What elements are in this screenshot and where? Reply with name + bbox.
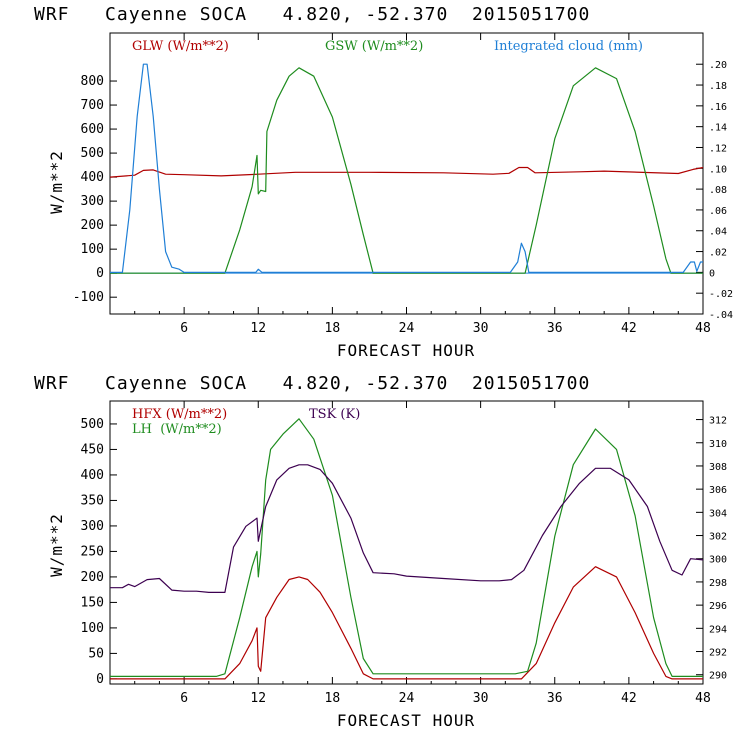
y2-tick-label: 290 (709, 671, 727, 682)
y-tick-label: 0 (96, 266, 104, 281)
y2-tick-label: .10 (709, 164, 727, 175)
y2-tick-label: 294 (709, 624, 727, 635)
bottom-chart-title: WRF Cayenne SOCA 4.820, -52.370 20150517… (34, 373, 590, 394)
y-tick-label: 300 (81, 519, 104, 534)
top-axes-ticks: 6 12 18 24 30 36 42 48 -100 0 100 200 300 400 500 600 70… (73, 33, 733, 336)
x-tick-label: 24 (399, 691, 415, 706)
y2-tick-label: 292 (709, 648, 727, 659)
y2-tick-label: 312 (709, 416, 727, 427)
bottom-plot-frame (109, 400, 704, 685)
y-tick-label: 600 (81, 122, 104, 137)
x-tick-label: 6 (180, 321, 188, 336)
y2-tick-label: .06 (709, 206, 727, 217)
y-tick-label: 100 (81, 621, 104, 636)
series-line-integrated (110, 63, 703, 273)
y-tick-label: 250 (81, 544, 104, 559)
y2-tick-label: .02 (709, 248, 727, 259)
y2-tick-label: 310 (709, 439, 727, 450)
bottom-legend-tsk: TSK (K) (309, 407, 360, 422)
y-tick-label: 400 (81, 170, 104, 185)
y2-tick-label: 302 (709, 532, 727, 543)
y-tick-label: 0 (96, 672, 104, 687)
y-tick-label: 200 (81, 218, 104, 233)
top-legend-cloud: Integrated cloud (mm) (494, 39, 643, 54)
series-line-tsk (110, 464, 704, 594)
y-tick-label: 350 (81, 493, 104, 508)
series-line-glw (109, 166, 704, 178)
y2-tick-label: 306 (709, 485, 727, 496)
y-tick-label: 50 (88, 646, 104, 661)
top-legend-gsw: GSW (W/m**2) (325, 39, 423, 54)
y2-tick-label: -.02 (709, 289, 733, 300)
top-y-axis-label: W/m**2 (47, 150, 66, 214)
y2-tick-label: .18 (709, 81, 727, 92)
bottom-panel: WRF Cayenne SOCA 4.820, -52.370 20150517… (34, 373, 727, 730)
top-chart-title: WRF Cayenne SOCA 4.820, -52.370 20150517… (34, 4, 590, 25)
x-tick-label: 12 (250, 321, 266, 336)
top-panel: WRF Cayenne SOCA 4.820, -52.370 20150517… (34, 4, 733, 360)
x-tick-label: 48 (695, 691, 711, 706)
y2-tick-label: 308 (709, 462, 727, 473)
x-tick-label: 30 (473, 691, 489, 706)
x-tick-label: 30 (473, 321, 489, 336)
y2-tick-label: .14 (709, 123, 727, 134)
bottom-y-axis-label: W/m**2 (47, 513, 66, 577)
bottom-legend-lh: LH (W/m**2) (132, 422, 222, 437)
y2-tick-label: .12 (709, 143, 727, 154)
x-tick-label: 36 (547, 691, 563, 706)
y-tick-label: 700 (81, 98, 104, 113)
bottom-legend-hfx: HFX (W/m**2) (132, 407, 227, 422)
y-tick-label: 100 (81, 242, 104, 257)
series-line-gsw (110, 67, 703, 274)
x-tick-label: 18 (325, 321, 341, 336)
y-tick-label: 500 (81, 417, 104, 432)
series-line-lh (110, 418, 703, 678)
y-tick-label: 800 (81, 74, 104, 89)
y-tick-label: 450 (81, 442, 104, 457)
y2-tick-label: .16 (709, 102, 727, 113)
y2-tick-label: 298 (709, 578, 727, 589)
y2-tick-label: -.04 (709, 310, 733, 321)
y-tick-label: 400 (81, 468, 104, 483)
x-tick-label: 42 (621, 321, 637, 336)
x-tick-label: 6 (180, 691, 188, 706)
x-tick-label: 42 (621, 691, 637, 706)
y2-tick-label: .08 (709, 185, 727, 196)
x-tick-label: 48 (695, 321, 711, 336)
y2-tick-label: 304 (709, 508, 727, 519)
y-tick-label: -100 (73, 290, 104, 305)
series-line-hfx (110, 566, 703, 680)
bottom-axes-ticks: 6 12 18 24 30 36 42 48 0 50 100 150 200 250 300 350 400 4… (81, 401, 727, 706)
x-tick-label: 12 (250, 691, 266, 706)
top-series-group (109, 63, 704, 274)
y2-tick-label: 300 (709, 555, 727, 566)
x-tick-label: 24 (399, 321, 415, 336)
y-tick-label: 200 (81, 570, 104, 585)
bottom-x-axis-label: FORECAST HOUR (337, 711, 475, 730)
y2-tick-label: .04 (709, 227, 727, 238)
top-legend-glw: GLW (W/m**2) (132, 39, 229, 54)
y2-tick-label: 296 (709, 601, 727, 612)
x-tick-label: 18 (325, 691, 341, 706)
y-tick-label: 150 (81, 595, 104, 610)
y-tick-label: 500 (81, 146, 104, 161)
top-x-axis-label: FORECAST HOUR (337, 341, 475, 360)
y2-tick-label: 0 (709, 268, 715, 279)
y-tick-label: 300 (81, 194, 104, 209)
y2-tick-label: .20 (709, 60, 727, 71)
bottom-series-group (110, 418, 704, 680)
x-tick-label: 36 (547, 321, 563, 336)
